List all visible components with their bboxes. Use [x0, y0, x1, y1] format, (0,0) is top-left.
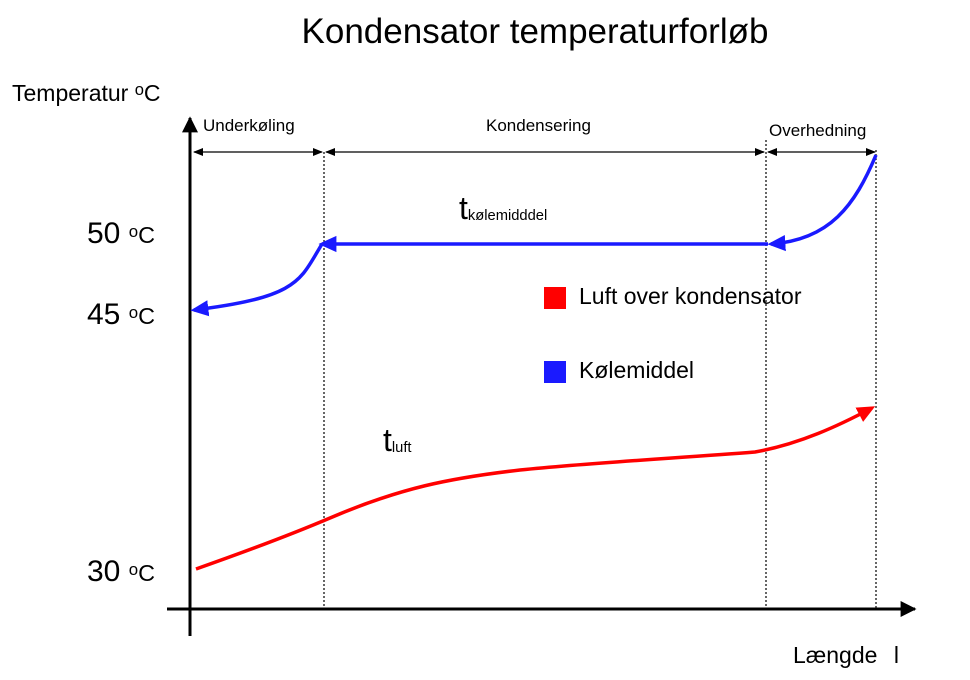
tick-degree-mark: o	[128, 560, 139, 580]
tick-unit-letter: C	[138, 560, 155, 586]
region-label-subcooling: Underkøling	[203, 116, 295, 135]
tick-label-50: 50 oC	[87, 217, 155, 251]
tick-unit-letter: C	[138, 303, 155, 329]
refrigerant-curve-subcool	[190, 243, 324, 317]
y-axis-unit: C	[143, 80, 161, 106]
y-axis-label-text: Temperatur	[12, 80, 129, 106]
tick-unit: oC	[129, 560, 155, 586]
y-axis-label: Temperatur oC	[12, 80, 161, 107]
y-axis-degree-mark: o	[134, 80, 144, 100]
refrigerant-curve-superheat	[767, 154, 878, 252]
tick-value: 45	[87, 298, 121, 331]
x-axis-label-text: Længde	[793, 642, 878, 668]
legend-label-air: Luft over kondensator	[579, 283, 802, 309]
tick-degree-mark: o	[128, 222, 139, 242]
refrigerant-curve-subscript: kølemidddel	[467, 207, 548, 224]
refrigerant-curve-label: tkølemidddel	[459, 190, 547, 227]
tick-unit-letter: C	[138, 222, 155, 248]
x-axis-label: Længde l	[793, 642, 899, 669]
tick-value: 50	[87, 217, 121, 250]
region-label-condensing: Kondensering	[486, 116, 591, 135]
legend-swatch-air	[544, 287, 566, 309]
tick-unit: oC	[129, 303, 155, 329]
legend-label-refrigerant: Kølemiddel	[579, 357, 695, 383]
tick-label-45: 45 oC	[87, 298, 155, 332]
x-axis-symbol: l	[893, 642, 899, 668]
tick-unit: oC	[129, 222, 155, 248]
air-curve-subscript: luft	[391, 439, 412, 456]
air-curve-symbol: t	[383, 422, 392, 458]
legend-swatch-refrigerant	[544, 361, 566, 383]
air-curve	[195, 406, 876, 571]
tick-degree-mark: o	[128, 303, 139, 323]
tick-value: 30	[87, 555, 121, 588]
refrigerant-curve-symbol: t	[459, 190, 468, 226]
air-curve-label: tluft	[383, 422, 412, 459]
tick-label-30: 30 oC	[87, 555, 155, 589]
chart-title: Kondensator temperaturforløb	[301, 12, 769, 51]
region-label-superheating: Overhedning	[769, 121, 867, 140]
